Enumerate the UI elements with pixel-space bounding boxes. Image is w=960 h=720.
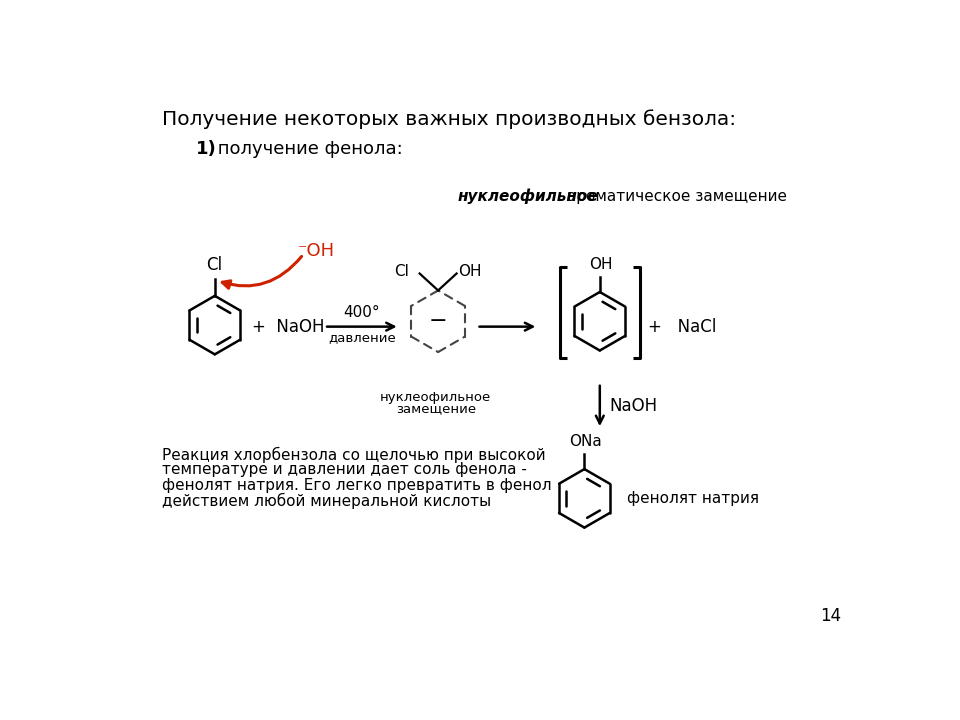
Text: Cl: Cl (394, 264, 409, 279)
Text: 400°: 400° (344, 305, 380, 320)
Text: Реакция хлорбензола со щелочью при высокой: Реакция хлорбензола со щелочью при высок… (162, 446, 546, 463)
Text: ONa: ONa (568, 434, 602, 449)
Text: ароматическое замещение: ароматическое замещение (562, 189, 787, 204)
Text: 14: 14 (820, 608, 841, 626)
Text: действием любой минеральной кислоты: действием любой минеральной кислоты (162, 493, 492, 509)
Text: фенолят натрия. Его легко превратить в фенол: фенолят натрия. Его легко превратить в ф… (162, 477, 552, 492)
Text: Cl: Cl (206, 256, 222, 274)
FancyArrowPatch shape (223, 256, 301, 288)
Text: OH: OH (458, 264, 482, 279)
Text: фенолят натрия: фенолят натрия (627, 491, 758, 506)
Text: 1): 1) (196, 140, 216, 158)
Text: давление: давление (328, 331, 396, 344)
Text: +  NaOH: + NaOH (252, 318, 324, 336)
Text: нуклеофильное: нуклеофильное (457, 189, 598, 204)
Text: OH: OH (588, 257, 612, 272)
Text: Получение некоторых важных производных бензола:: Получение некоторых важных производных б… (162, 109, 736, 129)
Text: −: − (429, 311, 447, 331)
Text: NaOH: NaOH (609, 397, 658, 415)
Text: замещение: замещение (396, 402, 476, 415)
Text: ⁻OH: ⁻OH (298, 242, 335, 260)
Text: получение фенола:: получение фенола: (212, 140, 402, 158)
Text: нуклеофильное: нуклеофильное (380, 390, 492, 403)
Text: температуре и давлении дает соль фенола -: температуре и давлении дает соль фенола … (162, 462, 527, 477)
Text: +   NaCl: + NaCl (648, 318, 716, 336)
